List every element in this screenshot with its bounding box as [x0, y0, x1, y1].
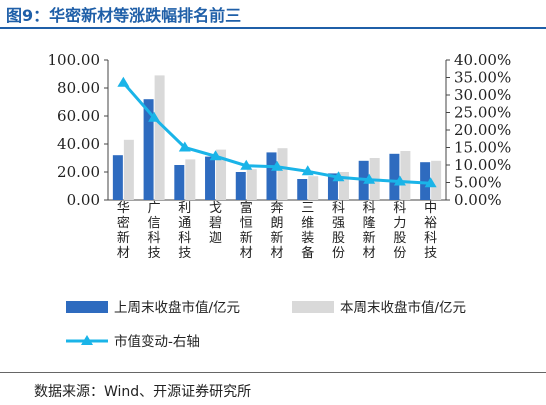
left-tick-label: 40.00 [57, 135, 100, 153]
right-tick-label: 35.00% [454, 69, 511, 87]
category-label: 富恒新材 [240, 200, 253, 261]
category-label: 科隆新材 [363, 201, 376, 261]
source-note: 数据来源：Wind、开源证券研究所 [34, 384, 252, 400]
category-label: 广信科技 [148, 201, 161, 261]
right-tick-label: 10.00% [454, 156, 511, 174]
bar-this-week [154, 75, 165, 200]
bar-this-week [338, 172, 349, 200]
bar-this-week [246, 169, 257, 200]
bar-this-week [123, 139, 134, 200]
right-tick-label: 20.00% [454, 121, 511, 139]
category-label: 中裕科技 [424, 201, 437, 261]
category-label: 科强股份 [332, 201, 345, 261]
bar-last-week [205, 156, 216, 200]
right-tick-label: 5.00% [454, 174, 502, 192]
right-tick-label: 40.00% [454, 51, 511, 69]
bar-last-week [420, 162, 431, 200]
bar-last-week [235, 172, 246, 200]
chart: 0.00 20.00 40.00 60.00 80.00 100.00 0.00%5.00%… [48, 51, 512, 350]
change-marker [363, 173, 376, 184]
bar-this-week [185, 159, 196, 200]
legend-label-this-week: 本周末收盘市值/亿元 [340, 299, 466, 316]
legend-marker-change [81, 335, 93, 345]
category-label: 利通科技 [178, 201, 191, 261]
change-marker [271, 160, 283, 171]
legend-label-last-week: 上周末收盘市值/亿元 [114, 299, 240, 316]
figure-title: 图9：华密新材等涨跌幅排名前三 [6, 6, 242, 25]
category-label: 奔朗新材 [270, 201, 283, 261]
left-tick-label: 100.00 [48, 51, 101, 69]
legend-swatch-last-week [66, 301, 108, 313]
category-label: 戈碧迦 [209, 201, 222, 246]
change-marker [148, 111, 161, 122]
left-tick-label: 0.00 [67, 191, 100, 209]
change-marker [301, 165, 314, 176]
bar-this-week [277, 148, 288, 200]
change-marker [117, 76, 130, 87]
bar-last-week [297, 179, 308, 200]
bar-last-week [143, 99, 154, 200]
change-marker [332, 171, 345, 182]
category-label: 华密新材 [117, 201, 130, 261]
bottom-rule [0, 372, 546, 373]
right-tick-label: 0.00% [454, 191, 502, 209]
bar-last-week [112, 155, 123, 200]
legend-label-change: 市值变动-右轴 [114, 333, 200, 350]
left-tick-label: 60.00 [57, 107, 100, 125]
left-tick-label: 20.00 [57, 163, 100, 181]
title-rule [0, 27, 546, 29]
change-marker [240, 159, 253, 170]
change-marker [209, 150, 222, 161]
bar-this-week [431, 160, 442, 200]
bar-last-week [266, 152, 277, 200]
chart-axes: 0.00 20.00 40.00 60.00 80.00 100.00 0.00%5.00%… [48, 51, 512, 209]
category-label: 三维装备 [301, 201, 314, 261]
legend-swatch-this-week [292, 301, 334, 313]
bar-last-week [174, 165, 185, 200]
chart-line [117, 76, 437, 188]
category-label: 科力股份 [393, 201, 406, 261]
bar-this-week [400, 151, 411, 200]
bar-last-week [327, 173, 338, 200]
change-marker [393, 175, 406, 186]
right-tick-label: 25.00% [454, 104, 511, 122]
bar-last-week [389, 153, 400, 200]
right-tick-label: 30.00% [454, 86, 511, 104]
left-tick-label: 80.00 [57, 79, 100, 97]
chart-labels: 华密新材 广信科技 利通科技 戈碧迦 富恒新材 奔朗新材 三维装备 科强股份 科隆新材 科力股份 中… [117, 200, 437, 261]
change-marker [424, 177, 437, 188]
bar-this-week [216, 149, 227, 200]
bar-this-week [308, 176, 319, 200]
change-marker [178, 141, 191, 152]
right-tick-label: 15.00% [454, 139, 511, 157]
